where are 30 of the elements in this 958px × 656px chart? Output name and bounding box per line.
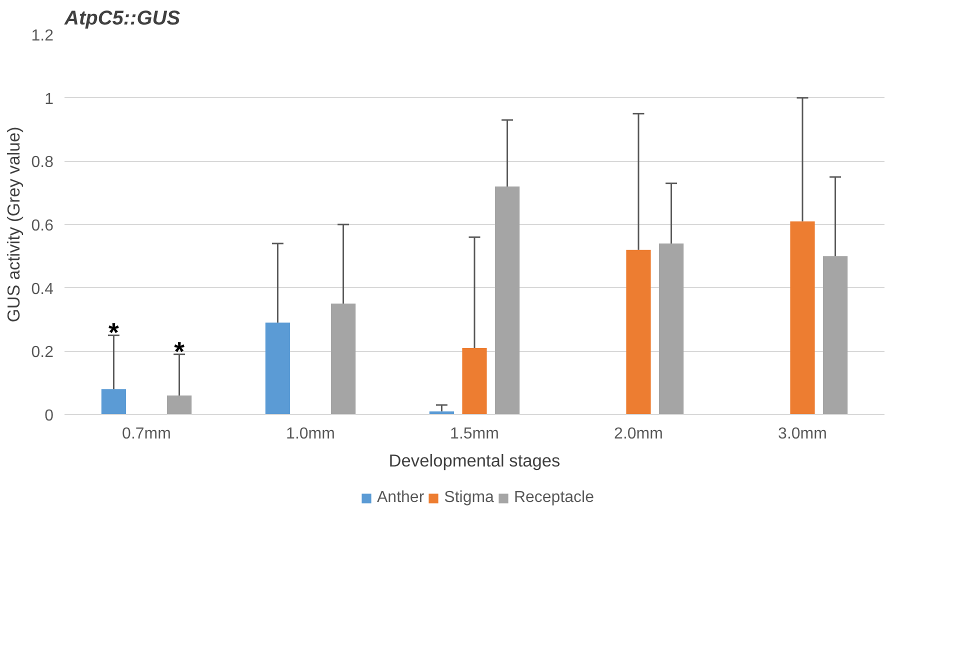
bar bbox=[790, 221, 815, 414]
y-tick-label: 0.2 bbox=[31, 344, 54, 362]
bar bbox=[495, 186, 520, 414]
y-tick-label: 1.2 bbox=[31, 28, 54, 44]
y-tick-label: 0.6 bbox=[31, 218, 54, 234]
y-tick-label: 0.8 bbox=[31, 154, 54, 172]
annotation: * bbox=[108, 317, 120, 348]
x-tick-label: 2.0mm bbox=[614, 426, 663, 442]
x-tick-label: 1.5mm bbox=[450, 426, 499, 442]
x-tick-label: 3.0mm bbox=[778, 426, 827, 442]
bar bbox=[331, 304, 356, 414]
bar bbox=[101, 389, 126, 414]
bar bbox=[823, 256, 848, 414]
y-axis-title: GUS activity (Grey value) bbox=[3, 126, 24, 322]
legend-label: Anther bbox=[377, 489, 424, 507]
annotation: * bbox=[174, 336, 186, 366]
chart-title: AtpC5::GUS bbox=[64, 8, 181, 30]
y-tick-label: 0.4 bbox=[31, 280, 54, 298]
x-tick-label: 1.0mm bbox=[286, 426, 335, 442]
bar bbox=[167, 396, 192, 414]
legend-label: Receptacle bbox=[514, 489, 594, 507]
x-axis-title: Developmental stages bbox=[388, 450, 561, 470]
bar bbox=[265, 322, 290, 414]
legend-label: Stigma bbox=[444, 489, 494, 507]
bar bbox=[659, 244, 684, 414]
bar bbox=[462, 348, 487, 414]
y-tick-label: 0 bbox=[44, 408, 54, 424]
bar bbox=[626, 250, 651, 414]
y-tick-label: 1 bbox=[44, 90, 54, 108]
x-tick-label: 0.7mm bbox=[122, 426, 171, 442]
